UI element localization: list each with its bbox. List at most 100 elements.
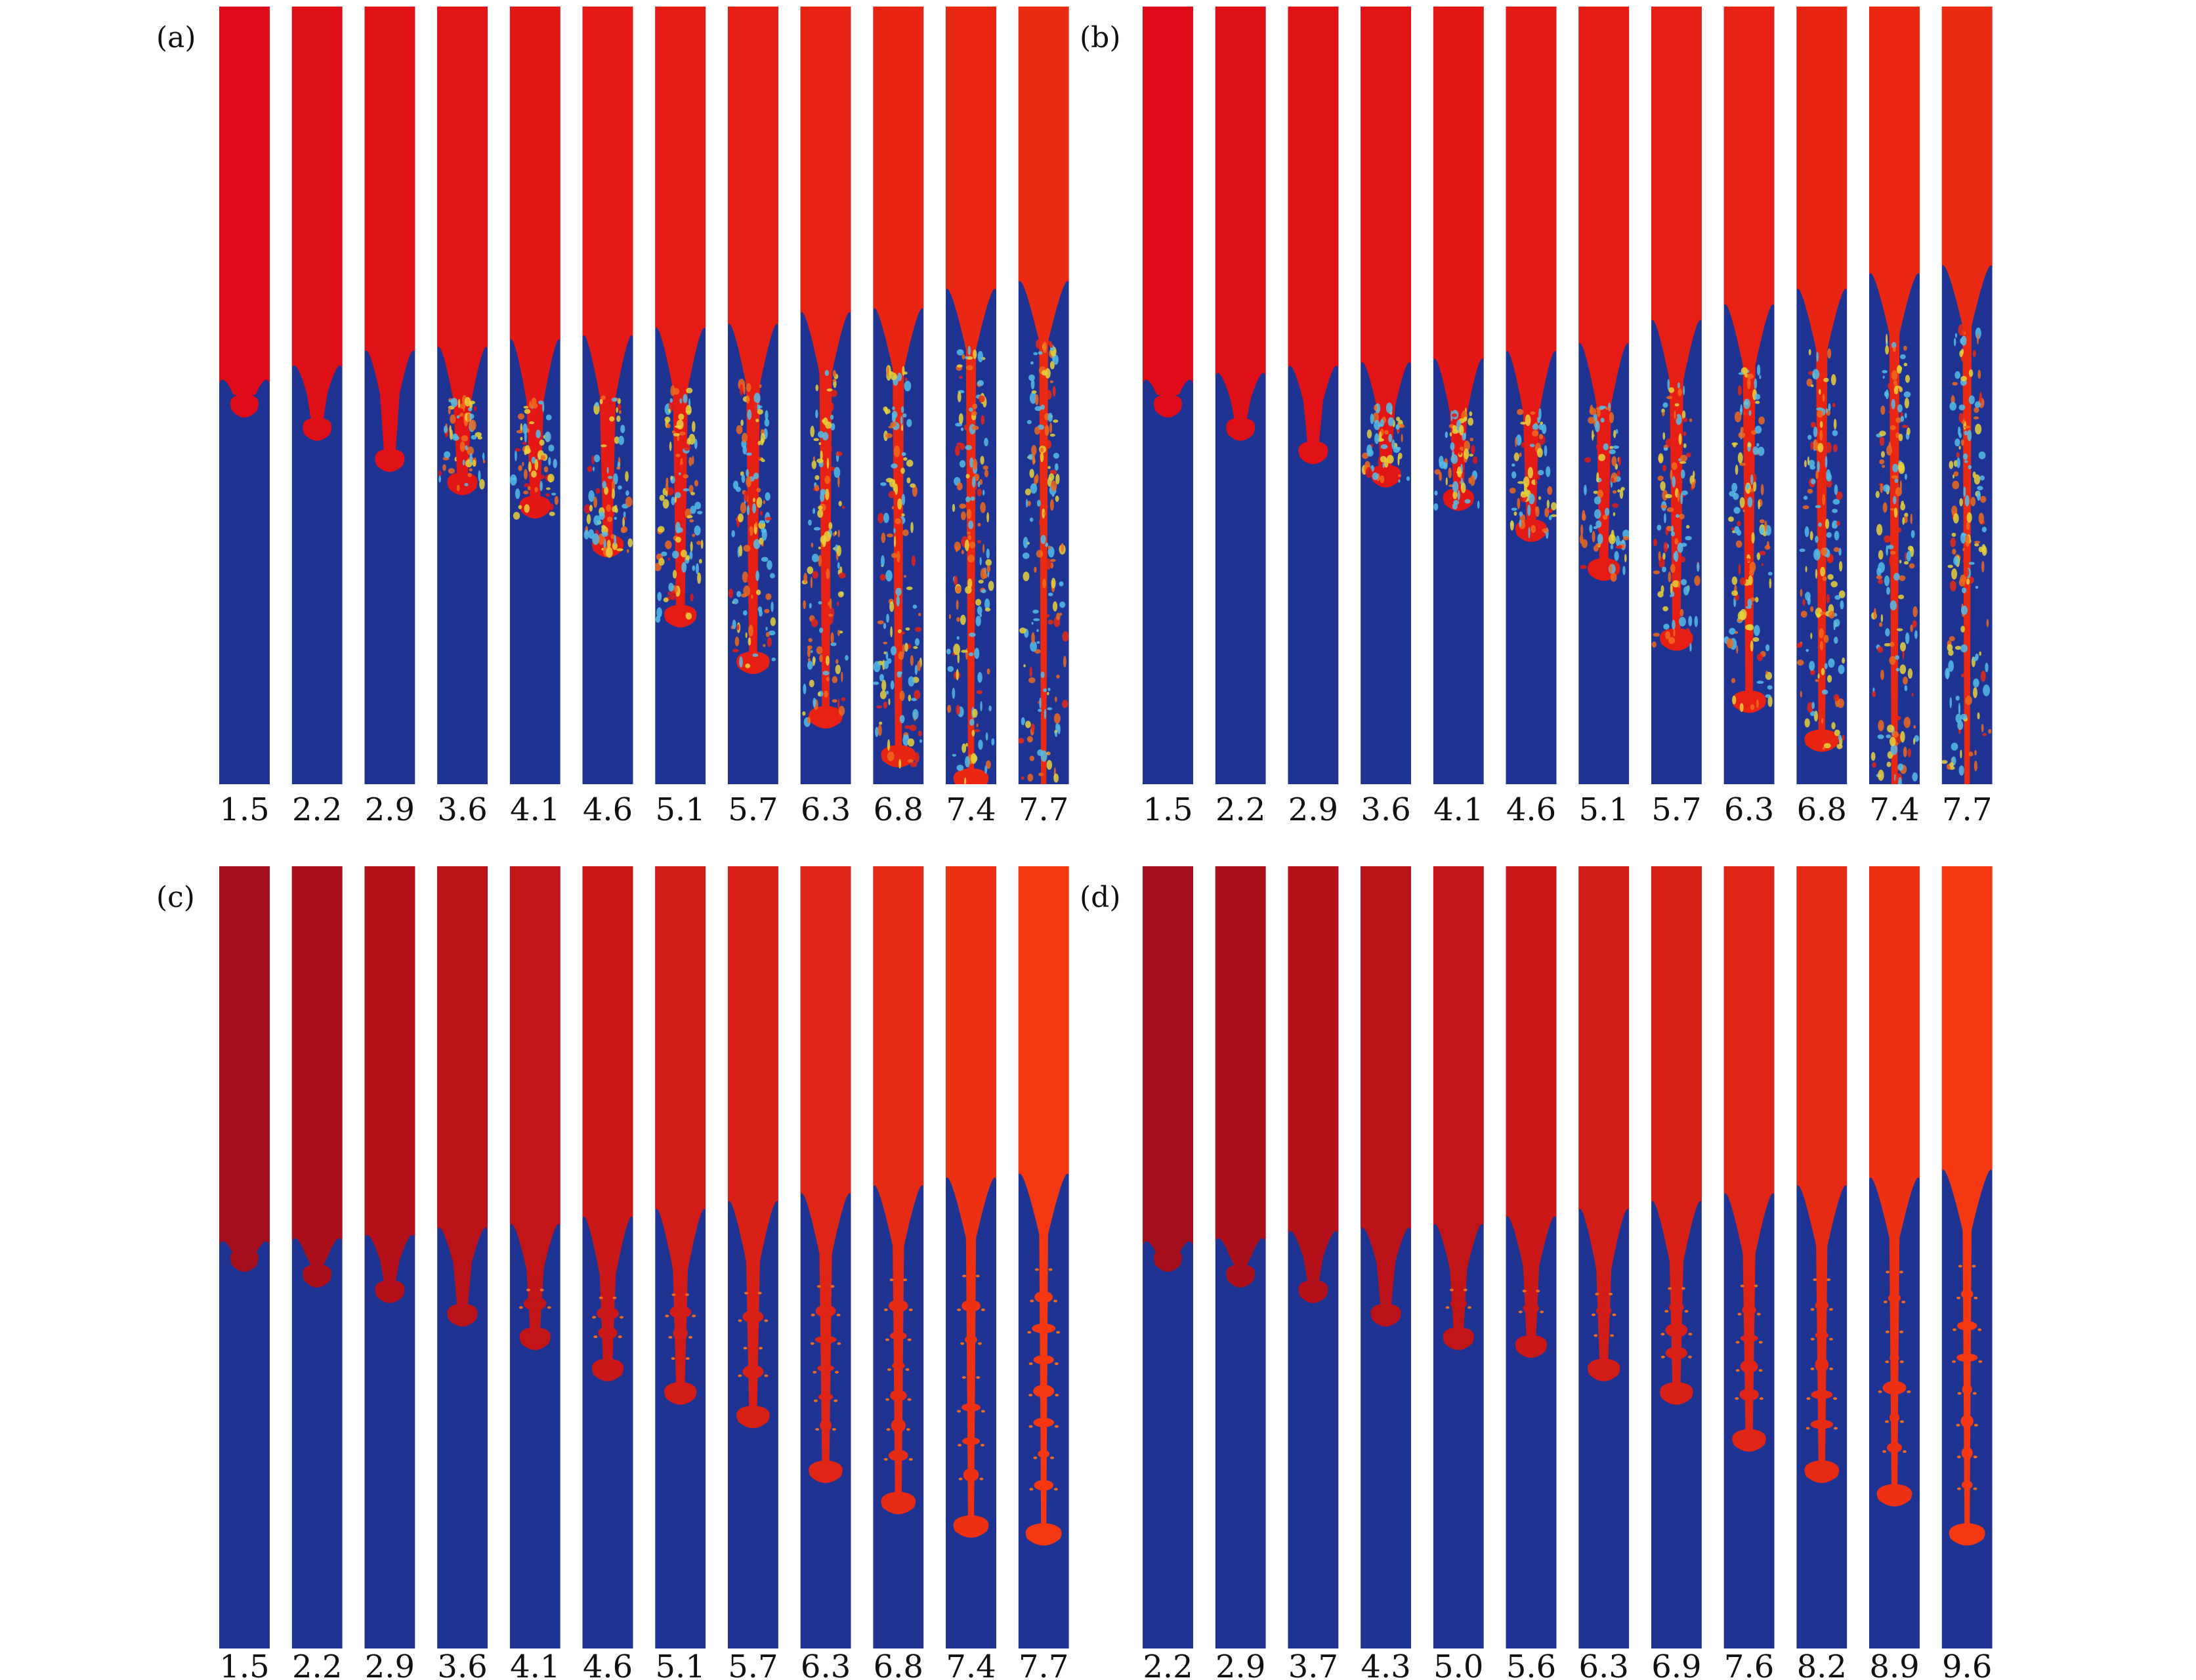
mixing-blob — [889, 478, 895, 488]
mixing-blob — [697, 572, 702, 584]
mixing-blob — [1767, 696, 1773, 707]
mixing-blob — [1840, 600, 1844, 610]
time-label: 5.1 — [656, 1648, 706, 1680]
mixing-blob — [1671, 591, 1675, 597]
spike-bulb — [1536, 1290, 1540, 1293]
spike-bulb — [885, 1398, 889, 1401]
mixing-blob — [1738, 563, 1741, 576]
mixing-blob — [807, 647, 811, 658]
spike-bulb — [685, 1357, 690, 1360]
spike-bulb — [1735, 1397, 1739, 1400]
mixing-blob — [549, 511, 555, 516]
mixing-blob — [879, 574, 886, 581]
spike-bulb — [908, 1458, 913, 1461]
mixing-blob — [1820, 547, 1828, 556]
mixing-blob — [1876, 524, 1883, 536]
mixing-blob — [1580, 524, 1584, 536]
mixing-blob — [961, 743, 967, 753]
mixing-blob — [1756, 699, 1759, 709]
mixing-blob — [971, 411, 977, 416]
mixing-blob — [1380, 444, 1388, 450]
mixing-blob — [1964, 425, 1971, 429]
mixing-blob — [1384, 430, 1389, 435]
mixing-blob — [599, 399, 603, 404]
mixing-blob — [1884, 576, 1890, 587]
mixing-blob — [1890, 508, 1895, 511]
mixing-blob — [759, 384, 762, 388]
mixing-blob — [743, 545, 751, 552]
mixing-blob — [1052, 385, 1056, 397]
mixing-blob — [885, 433, 893, 438]
mixing-blob — [822, 598, 828, 602]
mixing-blob — [1875, 490, 1880, 499]
mixing-blob — [811, 553, 819, 562]
heavy-fluid-region — [509, 7, 560, 519]
mixing-blob — [541, 402, 545, 412]
mixing-blob — [1513, 511, 1517, 516]
mixing-blob — [1681, 490, 1688, 495]
mixing-blob — [1537, 416, 1540, 423]
mixing-blob — [515, 448, 520, 452]
mixing-blob — [890, 680, 895, 690]
mixing-blob — [818, 505, 823, 510]
mixing-blob — [883, 641, 888, 644]
mixing-blob — [1025, 721, 1031, 728]
mixing-blob — [1974, 749, 1977, 756]
spike-bulb — [1956, 1353, 1978, 1362]
mixing-blob — [816, 458, 824, 463]
mixing-blob — [1689, 418, 1693, 423]
mixing-blob — [1366, 444, 1372, 455]
spike-bulb — [905, 1368, 910, 1372]
mixing-blob — [1819, 421, 1823, 429]
spike-bulb — [1974, 1296, 1978, 1299]
mixing-blob — [1832, 444, 1838, 453]
snapshot-column: 5.1 — [655, 7, 706, 828]
mixing-blob — [469, 468, 473, 472]
spike-bulb — [1952, 1360, 1956, 1363]
mixing-blob — [755, 521, 758, 528]
spike-bulb — [1449, 1288, 1454, 1292]
mixing-blob — [1398, 424, 1405, 429]
mixing-blob — [1538, 434, 1544, 440]
mixing-blob — [1983, 684, 1991, 696]
spike-bulb — [1907, 1390, 1911, 1393]
time-label: 2.9 — [365, 791, 415, 828]
time-label: 5.6 — [1506, 1648, 1556, 1680]
mixing-blob — [957, 652, 960, 663]
mixing-blob — [1740, 427, 1744, 432]
mixing-blob — [1445, 431, 1448, 438]
mixing-blob — [1958, 413, 1964, 423]
spike-bulb — [834, 1399, 838, 1402]
mixing-blob — [1034, 406, 1042, 411]
heavy-fluid-region — [1578, 7, 1630, 581]
mixing-blob — [614, 436, 620, 444]
mixing-blob — [675, 536, 681, 543]
mixing-blob — [1739, 577, 1746, 585]
mixing-blob — [1385, 402, 1393, 413]
mixing-blob — [1511, 507, 1517, 511]
spike-bulb — [979, 1477, 984, 1480]
mixing-blob — [1903, 677, 1909, 685]
mixing-blob — [1622, 536, 1630, 541]
mixing-blob — [1546, 499, 1550, 509]
mixing-blob — [1832, 402, 1836, 408]
mixing-blob — [745, 663, 751, 669]
mixing-blob — [538, 474, 545, 480]
mixing-blob — [1831, 722, 1836, 730]
mixing-blob — [1609, 446, 1614, 450]
mixing-blob — [984, 765, 988, 774]
mixing-blob — [984, 438, 988, 447]
mixing-blob — [1520, 421, 1527, 425]
mixing-blob — [1817, 461, 1820, 472]
heavy-fluid-region — [1796, 7, 1848, 752]
mixing-blob — [1031, 444, 1037, 456]
mixing-blob — [1878, 550, 1884, 560]
mixing-blob — [1544, 445, 1548, 457]
mixing-blob — [657, 591, 662, 601]
mixing-blob — [443, 425, 448, 434]
mixing-blob — [900, 406, 904, 413]
mixing-blob — [890, 421, 897, 428]
mixing-blob — [1031, 390, 1037, 394]
mixing-blob — [1750, 640, 1754, 652]
mixing-blob — [1951, 395, 1955, 404]
